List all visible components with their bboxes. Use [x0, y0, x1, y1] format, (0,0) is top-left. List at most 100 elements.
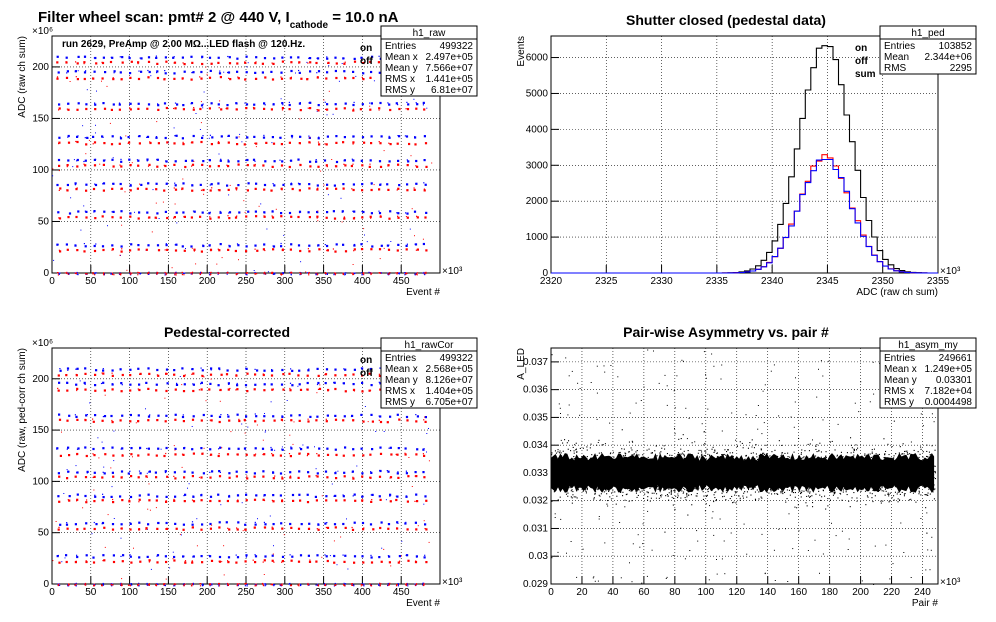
data-point: [425, 271, 427, 273]
data-point: [165, 372, 168, 375]
data-point: [321, 495, 323, 497]
data-point: [353, 210, 356, 213]
data-point: [128, 141, 131, 144]
data-point: [138, 142, 141, 145]
data-point: [308, 183, 311, 186]
x-tick-label: 100: [121, 276, 138, 287]
data-point: [56, 555, 59, 558]
data-point: [111, 135, 114, 138]
data-point: [164, 210, 167, 213]
data-point: [342, 494, 344, 496]
data-point: [406, 584, 408, 587]
data-point: [309, 137, 311, 139]
data-point: [93, 211, 95, 213]
data-point: [352, 264, 354, 265]
data-point: [315, 274, 317, 276]
data-point: [227, 141, 230, 144]
data-point: [93, 70, 96, 73]
data-point: [76, 160, 78, 162]
data-point: [333, 561, 336, 564]
data-point: [424, 554, 426, 556]
data-point: [138, 135, 141, 138]
data-point: [333, 381, 336, 384]
data-point: [299, 163, 301, 166]
data-point: [235, 561, 238, 564]
data-point: [191, 271, 194, 273]
data-point: [255, 245, 257, 247]
data-point: [270, 446, 272, 449]
data-point: [298, 585, 300, 587]
data-point: [188, 483, 190, 485]
data-point: [291, 137, 293, 139]
data-point: [245, 470, 248, 474]
data-point: [253, 107, 256, 110]
data-point: [324, 584, 326, 586]
data-point: [119, 137, 123, 140]
data-point: [102, 56, 105, 59]
data-point: [884, 488, 886, 490]
data-point: [274, 272, 276, 274]
data-point: [371, 55, 374, 58]
data-point: [881, 487, 883, 489]
data-point: [120, 187, 123, 190]
data-point: [137, 160, 139, 162]
data-point: [165, 578, 167, 580]
data-point: [398, 273, 400, 275]
data-point: [129, 554, 131, 556]
legend-off: off: [855, 56, 868, 67]
data-point: [414, 274, 416, 276]
data-point: [57, 243, 59, 245]
data-point: [202, 244, 205, 248]
data-point: [389, 160, 391, 163]
data-point: [409, 228, 411, 230]
data-point: [218, 521, 221, 524]
data-point: [307, 107, 309, 109]
data-point: [157, 415, 159, 417]
data-point: [226, 584, 229, 587]
stats-label: RMS x: [385, 74, 415, 85]
data-point: [243, 447, 247, 450]
data-point: [103, 389, 106, 392]
data-point: [344, 390, 347, 393]
data-point: [406, 159, 408, 161]
data-point: [369, 159, 372, 162]
data-point: [163, 189, 166, 192]
data-point: [290, 272, 292, 274]
data-point: [335, 187, 338, 190]
data-point: [174, 522, 177, 525]
data-point: [370, 273, 372, 275]
data-point: [273, 419, 276, 422]
data-point: [344, 102, 347, 105]
data-point: [396, 413, 399, 416]
data-point: [191, 523, 194, 526]
data-point: [388, 561, 391, 564]
data-point: [385, 499, 387, 501]
data-point: [243, 200, 245, 202]
data-point: [308, 274, 310, 276]
data-point: [110, 273, 112, 275]
data-point: [237, 521, 240, 524]
data-point: [315, 475, 317, 477]
data-point: [135, 422, 137, 424]
data-point: [416, 272, 419, 274]
data-point: [255, 215, 258, 218]
data-point: [824, 495, 826, 497]
data-point: [111, 583, 113, 585]
data-point: [200, 381, 203, 384]
data-point: [165, 560, 168, 564]
data-point: [298, 383, 301, 386]
data-point: [424, 216, 427, 219]
data-point: [390, 241, 392, 242]
data-point: [129, 368, 132, 371]
data-point: [147, 447, 150, 450]
data-point: [397, 584, 399, 586]
data-point: [674, 508, 676, 510]
data-point: [659, 452, 661, 454]
data-point: [731, 495, 733, 497]
data-point: [353, 390, 355, 392]
data-point: [59, 454, 62, 457]
data-point: [906, 450, 908, 452]
data-point: [77, 135, 79, 137]
data-point: [148, 372, 151, 375]
data-point: [139, 560, 142, 563]
